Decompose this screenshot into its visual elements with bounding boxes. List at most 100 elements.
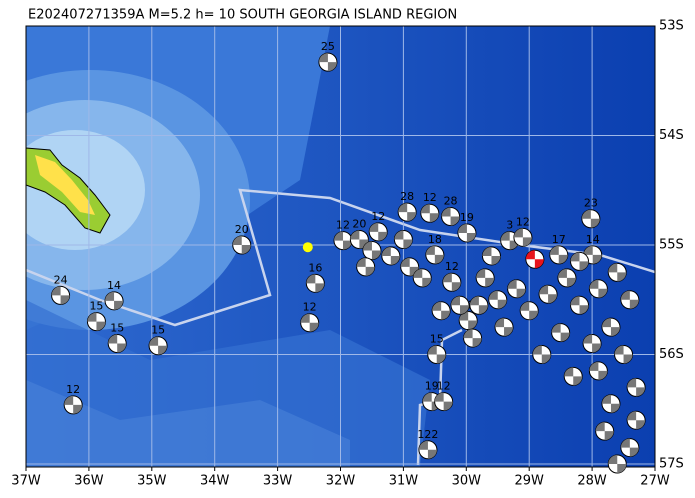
compression [608, 263, 627, 282]
focal-mechanism [475, 268, 495, 288]
depth-label: 25 [321, 40, 335, 53]
compression [495, 318, 514, 337]
compression [427, 345, 446, 364]
compression [451, 296, 470, 315]
focal-mechanism: 16 [305, 261, 325, 293]
compression [441, 207, 460, 226]
depth-label: 28 [400, 190, 414, 203]
bathymetry [26, 26, 655, 467]
depth-label: 12 [445, 260, 459, 273]
compression [442, 273, 461, 292]
focal-mechanism: 28 [397, 190, 417, 222]
lat-label: 55S [659, 238, 684, 253]
focal-mechanism [626, 410, 646, 430]
focal-mechanism [412, 268, 432, 288]
focal-mechanism: 12 [434, 380, 454, 412]
focal-mechanism: 12 [513, 215, 533, 247]
lon-label: 29W [514, 474, 544, 489]
lon-label: 37W [11, 474, 41, 489]
focal-mechanism [607, 454, 627, 474]
focal-mechanism [607, 262, 627, 282]
focal-mechanism [557, 268, 577, 288]
compression [105, 291, 124, 310]
focal-mechanism: 15 [107, 322, 127, 354]
depth-label: 19 [460, 211, 474, 224]
compression [434, 392, 453, 411]
lat-label: 53S [659, 19, 684, 34]
focal-mechanism [488, 290, 508, 310]
focal-mechanism: 12 [420, 191, 440, 223]
depth-label: 12 [66, 383, 80, 396]
focal-mechanism [356, 257, 376, 277]
compression [381, 246, 400, 265]
focal-mechanism [601, 394, 621, 414]
compression [620, 290, 639, 309]
focal-mechanism [494, 317, 514, 337]
compression [520, 301, 539, 320]
depth-label: 14 [586, 233, 600, 246]
focal-mechanism [507, 279, 527, 299]
focal-mechanism: 17 [549, 233, 569, 265]
compression [601, 318, 620, 337]
focal-mechanism: 15 [86, 300, 106, 332]
compression [614, 345, 633, 364]
compression [463, 329, 482, 348]
compression [108, 334, 127, 353]
focal-mechanism: 20 [232, 223, 252, 255]
compression [394, 230, 413, 249]
compression [432, 301, 451, 320]
focal-mechanism [532, 345, 552, 364]
focal-mechanism [551, 323, 571, 343]
focal-mechanism: 25 [318, 40, 338, 72]
depth-label: 15 [151, 324, 165, 337]
focal-mechanism [563, 366, 583, 386]
compression [350, 230, 369, 249]
depth-label: 12 [371, 210, 385, 223]
compression [564, 367, 583, 386]
compression [418, 440, 437, 459]
lon-label: 28W [577, 474, 607, 489]
focal-mechanism: 15 [148, 324, 168, 356]
compression [595, 422, 614, 441]
depth-label: 20 [352, 218, 366, 231]
depth-label: 18 [428, 233, 442, 246]
focal-mechanism [519, 301, 539, 321]
lon-label: 36W [74, 474, 104, 489]
depth-label: 17 [552, 233, 566, 246]
depth-label: 23 [584, 197, 598, 210]
compression [608, 455, 627, 473]
compression [64, 395, 83, 414]
compression [551, 323, 570, 342]
compression [420, 204, 439, 223]
compression [369, 222, 388, 241]
compression [627, 378, 646, 397]
depth-label: 14 [107, 279, 121, 292]
compression [589, 361, 608, 380]
compression [507, 279, 526, 298]
compression [627, 411, 646, 430]
focal-mechanism [582, 334, 602, 354]
compression [51, 286, 70, 305]
focal-mechanism [431, 301, 451, 321]
focal-mechanism [595, 421, 615, 441]
lat-label: 57S [659, 457, 684, 472]
focal-mechanism: 18 [425, 233, 445, 265]
focal-mechanism: 24 [51, 273, 71, 305]
lon-label: 34W [200, 474, 230, 489]
compression [583, 245, 602, 264]
focal-mechanism: 122 [417, 428, 438, 460]
depth-label: 15 [89, 300, 103, 313]
focal-mechanism [538, 284, 558, 304]
focal-mechanism: 20 [349, 218, 369, 250]
compression [469, 296, 488, 315]
depth-label: 20 [235, 223, 249, 236]
compression [620, 438, 639, 457]
compression [300, 313, 319, 332]
compression [570, 296, 589, 315]
compression [334, 231, 353, 250]
focal-mechanism [463, 328, 483, 348]
depth-label: 28 [444, 195, 458, 208]
compression [513, 228, 532, 247]
epicenter [302, 242, 313, 253]
